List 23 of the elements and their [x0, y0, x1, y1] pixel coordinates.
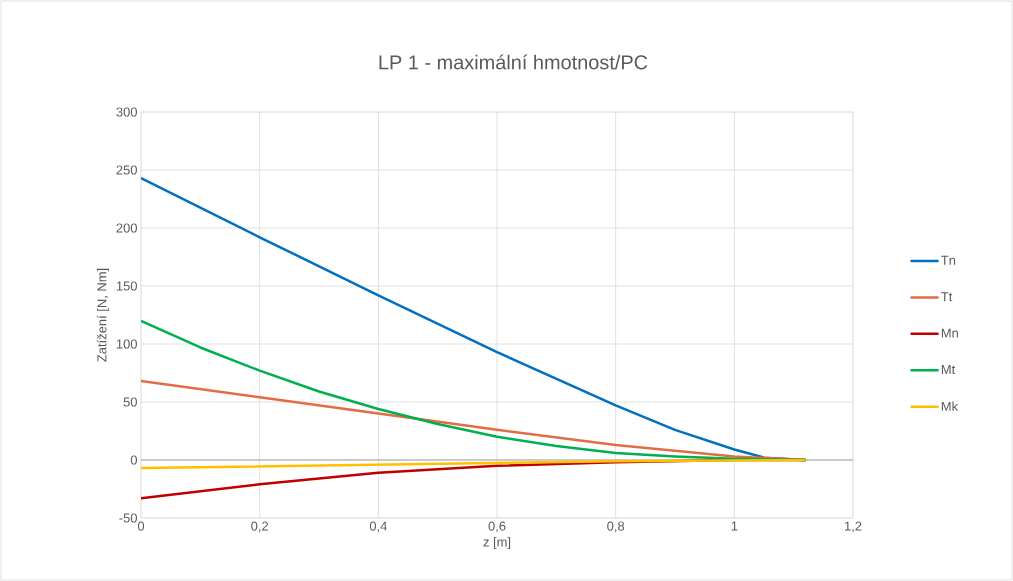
y-tick-label: 150	[116, 281, 137, 291]
x-tick-label: 0,2	[251, 521, 269, 533]
legend-label: Mn	[941, 328, 958, 338]
y-tick-label: 50	[123, 397, 137, 407]
x-tick-label: 0,8	[607, 521, 625, 533]
legend-label: Mt	[941, 365, 956, 375]
y-tick-label: 250	[116, 165, 137, 175]
chart-title: LP 1 - maximální hmotnost/PC	[379, 54, 648, 70]
x-tick-label: 0	[137, 521, 145, 531]
y-tick-label: 200	[116, 223, 137, 233]
y-tick-label: -50	[119, 513, 137, 523]
x-tick-label: 0,6	[488, 521, 506, 533]
y-tick-label: 100	[116, 339, 137, 349]
x-axis-title: z [m]	[483, 537, 511, 550]
x-tick-label: 1,2	[845, 521, 862, 533]
x-tick-label: 1	[731, 521, 738, 531]
legend-label: Tt	[941, 292, 953, 302]
y-axis-title: Zatížení [N, Nm]	[96, 268, 110, 362]
legend-label: Tn	[941, 255, 956, 265]
x-tick-label: 0,4	[369, 521, 387, 533]
legend-label: Mk	[941, 401, 959, 411]
y-tick-label: 0	[130, 455, 137, 465]
y-tick-label: 300	[116, 107, 137, 117]
